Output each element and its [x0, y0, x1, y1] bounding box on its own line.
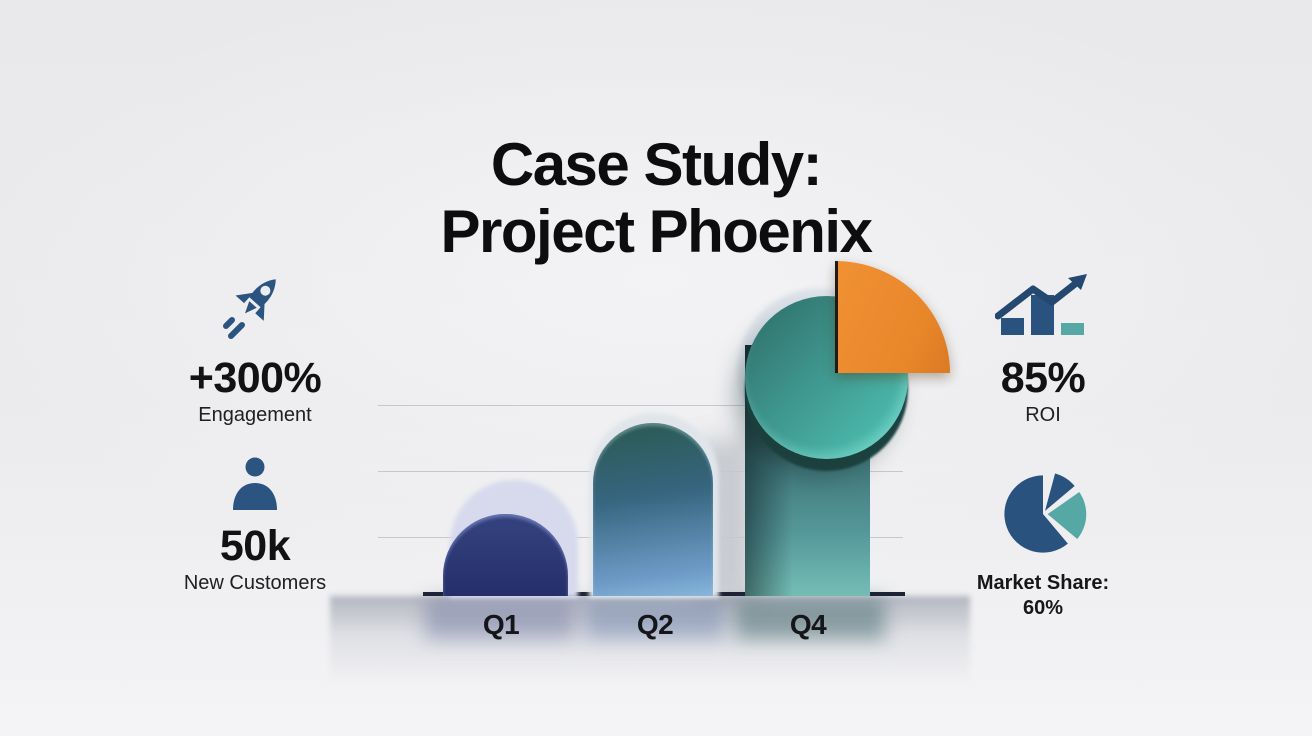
- category-label-q2: Q2: [636, 609, 674, 640]
- gridline-top: [378, 405, 903, 406]
- title-line-2: Project Phoenix: [440, 198, 873, 265]
- person-icon: [229, 456, 281, 515]
- stat-label: Market Share:: [976, 572, 1110, 594]
- bar-shadow-q4: [735, 598, 885, 640]
- bar-trend-icon: [994, 268, 1091, 347]
- bar-q2: [593, 423, 713, 596]
- stat-label: ROI: [1025, 404, 1061, 426]
- category-label-q1: Q1: [482, 609, 520, 640]
- pie-chart-icon: [997, 468, 1089, 565]
- stat-value: +300%: [188, 354, 322, 402]
- page-title: Case Study: Project Phoenix: [0, 131, 1312, 265]
- category-label-q4: Q4: [789, 609, 827, 640]
- stat-engagement: +300% Engagement: [145, 272, 365, 427]
- stat-new-customers: 50k New Customers: [145, 456, 365, 595]
- stat-value: 85%: [1000, 354, 1086, 402]
- stat-label: Engagement: [198, 404, 312, 426]
- stat-value: 50k: [219, 522, 291, 570]
- bar-shadow-q1: [425, 598, 575, 640]
- stat-market-share: Market Share: 60%: [943, 468, 1143, 621]
- chart-floor-shadow: [330, 596, 970, 684]
- title-line-1: Case Study:: [490, 131, 823, 198]
- stat-value: 60%: [1022, 597, 1064, 619]
- stat-label: New Customers: [183, 572, 327, 594]
- orange-quarter-pie: [835, 261, 950, 373]
- rocket-icon: [223, 272, 287, 347]
- bar-shadow-q2: [585, 598, 725, 640]
- stat-roi: 85% ROI: [943, 268, 1143, 427]
